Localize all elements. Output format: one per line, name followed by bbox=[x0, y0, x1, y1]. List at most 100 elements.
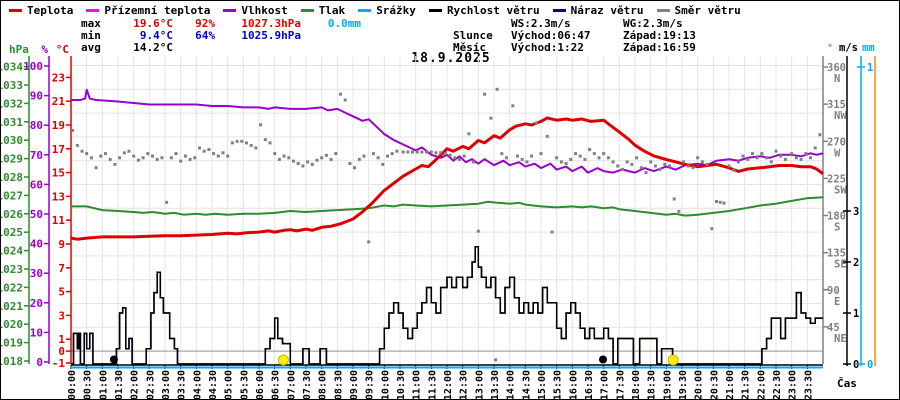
svg-text:17: 17 bbox=[52, 143, 65, 156]
grid bbox=[71, 56, 823, 364]
legend: Teplota Přízemní teplota Vlhkost Tlak Srážky… bbox=[9, 4, 741, 17]
svg-text:0: 0 bbox=[867, 359, 873, 371]
svg-text:NE: NE bbox=[834, 333, 847, 345]
svg-text:18:30: 18:30 bbox=[647, 370, 658, 400]
svg-text:9: 9 bbox=[58, 238, 65, 251]
svg-text:N: N bbox=[834, 73, 840, 85]
svg-text:270: 270 bbox=[827, 136, 846, 148]
svg-text:09:30: 09:30 bbox=[365, 370, 376, 400]
svg-text:04:00: 04:00 bbox=[192, 370, 203, 400]
stats-min-row: min 9.4°C 64% 1025.9hPa bbox=[81, 30, 361, 42]
stats-max-temp: 19.6°C bbox=[133, 17, 173, 30]
svg-text:W: W bbox=[834, 147, 841, 159]
svg-text:1: 1 bbox=[853, 308, 859, 320]
svg-text:15: 15 bbox=[52, 167, 65, 180]
sun-moon-markers bbox=[109, 354, 679, 366]
wind-direction-dots bbox=[71, 87, 822, 362]
legend-item-4: Tlak bbox=[300, 4, 346, 17]
svg-text:10:00: 10:00 bbox=[380, 370, 391, 400]
svg-text:hPa: hPa bbox=[9, 43, 29, 56]
svg-text:-1: -1 bbox=[52, 357, 66, 370]
svg-text:80: 80 bbox=[30, 119, 43, 132]
svg-text:16:00: 16:00 bbox=[568, 370, 579, 400]
svg-text:360: 360 bbox=[827, 62, 846, 74]
sunrise-time: Východ:06:47 bbox=[511, 29, 591, 42]
legend-label: Přízemní teplota bbox=[104, 4, 211, 17]
legend-item-5: Srážky bbox=[358, 4, 416, 17]
humidity-line bbox=[71, 88, 824, 174]
temperature-line bbox=[70, 116, 824, 241]
svg-text:90: 90 bbox=[827, 285, 840, 297]
svg-text:21:30: 21:30 bbox=[741, 370, 752, 400]
svg-text:14:00: 14:00 bbox=[506, 370, 517, 400]
svg-text:1: 1 bbox=[867, 62, 873, 74]
svg-text:13: 13 bbox=[52, 190, 65, 203]
svg-text:50: 50 bbox=[30, 208, 43, 221]
legend-item-8: Směr větru bbox=[656, 4, 741, 17]
svg-text:01:00: 01:00 bbox=[98, 370, 109, 400]
legend-color-dash bbox=[223, 9, 237, 12]
svg-text:SE: SE bbox=[834, 259, 847, 271]
legend-item-2: Přízemní teplota bbox=[86, 4, 210, 17]
svg-text:1033: 1033 bbox=[1, 79, 23, 92]
svg-text:1031: 1031 bbox=[1, 116, 23, 129]
legend-label: Tlak bbox=[318, 4, 346, 17]
svg-text:19:00: 19:00 bbox=[662, 370, 673, 400]
svg-text:180: 180 bbox=[827, 211, 846, 223]
svg-text:3: 3 bbox=[58, 309, 65, 322]
svg-text:60: 60 bbox=[30, 178, 43, 191]
stats-max-hum: 92% bbox=[195, 17, 215, 30]
svg-text:1026: 1026 bbox=[1, 208, 23, 221]
svg-text:1023: 1023 bbox=[1, 263, 23, 276]
legend-color-dash bbox=[552, 9, 566, 12]
sun-label: Slunce bbox=[453, 29, 493, 42]
svg-text:04:30: 04:30 bbox=[208, 370, 219, 400]
stats-max-rain: 0.0mm bbox=[327, 17, 361, 30]
legend-label: Teplota bbox=[27, 4, 74, 17]
legend-item-1: Teplota bbox=[9, 4, 73, 17]
time-axis: 00:00 00:30 01:00 01:30 02:00 02:30 03:00 03:30… bbox=[67, 364, 857, 400]
svg-text:100: 100 bbox=[23, 60, 43, 73]
svg-text:Čas: Čas bbox=[837, 377, 857, 390]
svg-text:02:30: 02:30 bbox=[145, 370, 156, 400]
svg-text:11: 11 bbox=[52, 214, 66, 227]
svg-text:20:00: 20:00 bbox=[694, 370, 705, 400]
stats-block: max 19.6°C 92% 1027.3hPa 0.0mm min 9.4°C… bbox=[81, 18, 361, 54]
svg-text:1: 1 bbox=[58, 333, 65, 346]
stats-avg-temp: 14.2°C bbox=[133, 41, 173, 54]
svg-text:1034: 1034 bbox=[1, 61, 23, 74]
svg-text:1019: 1019 bbox=[1, 337, 23, 350]
svg-text:1028: 1028 bbox=[1, 171, 23, 184]
moonrise-marker bbox=[109, 355, 118, 364]
svg-text:E: E bbox=[834, 296, 840, 308]
svg-text:40: 40 bbox=[30, 238, 43, 251]
svg-text:03:00: 03:00 bbox=[161, 370, 172, 400]
stats-min-press: 1025.9hPa bbox=[241, 29, 301, 42]
svg-text:17:00: 17:00 bbox=[600, 370, 611, 400]
svg-text:17:30: 17:30 bbox=[615, 370, 626, 400]
svg-text:00:30: 00:30 bbox=[83, 370, 94, 400]
svg-text:05:30: 05:30 bbox=[239, 370, 250, 400]
astro-block: WS:2.3m/s WG:2.3m/s Slunce Východ:06:47 … bbox=[453, 18, 733, 54]
svg-text:23:00: 23:00 bbox=[788, 370, 799, 400]
svg-text:mm: mm bbox=[862, 42, 875, 54]
svg-text:3: 3 bbox=[853, 206, 859, 218]
stats-min-hum: 64% bbox=[195, 29, 215, 42]
svg-text:14:30: 14:30 bbox=[521, 370, 532, 400]
svg-text:0: 0 bbox=[36, 356, 43, 369]
svg-text:2: 2 bbox=[853, 257, 859, 269]
legend-item-7: Náraz větru bbox=[552, 4, 644, 17]
svg-text:19: 19 bbox=[52, 119, 65, 132]
legend-label: Vlhkost bbox=[241, 4, 288, 17]
svg-text:0: 0 bbox=[853, 359, 859, 371]
svg-text:06:30: 06:30 bbox=[271, 370, 282, 400]
svg-text:1029: 1029 bbox=[1, 153, 23, 166]
svg-text:03:30: 03:30 bbox=[177, 370, 188, 400]
svg-text:22:30: 22:30 bbox=[772, 370, 783, 400]
svg-text:00:00: 00:00 bbox=[67, 370, 78, 400]
wind-gust-max: WG:2.3m/s bbox=[623, 17, 683, 30]
stats-max-press: 1027.3hPa bbox=[241, 17, 301, 30]
